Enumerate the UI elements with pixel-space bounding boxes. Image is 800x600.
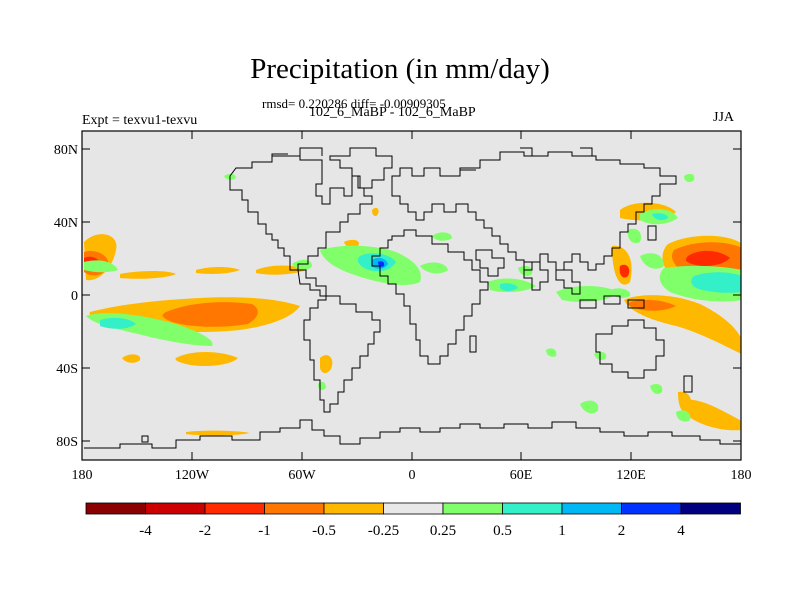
anomaly-southern-ocean-green xyxy=(676,410,691,422)
coastline-madagascar xyxy=(469,335,477,353)
anomaly-south-indian-ocean xyxy=(546,348,557,357)
colorbar-box xyxy=(323,502,384,515)
x-tick-label: 180 xyxy=(731,468,752,483)
coastline-small-island xyxy=(141,435,149,443)
anomaly-central-pacific-north-peak xyxy=(685,250,730,266)
y-tick-label: 80N xyxy=(54,143,78,158)
anomaly-east-africa-core xyxy=(500,283,518,291)
stats-text: rmsd= 0.220286 diff= -0.00909305 xyxy=(262,96,446,111)
x-tick-label: 180 xyxy=(72,468,93,483)
plot-background xyxy=(82,131,741,460)
colorbar-label: -2 xyxy=(199,523,212,539)
anomaly-south-pacific-small xyxy=(122,354,141,363)
anomaly-mid-pacific-south xyxy=(728,334,741,346)
anomaly-sahel xyxy=(420,262,448,274)
colorbar-label: 2 xyxy=(618,523,626,539)
coastline-south-america xyxy=(303,295,381,413)
colorbar-box xyxy=(442,502,503,515)
colorbar-box xyxy=(502,502,563,515)
figure-title: Precipitation (in mm/day) xyxy=(250,53,550,85)
colorbar-box xyxy=(264,502,325,515)
colorbar-box xyxy=(204,502,265,515)
season-label: JJA xyxy=(713,110,735,125)
colorbar-label: 1 xyxy=(558,523,566,539)
coastline-australia xyxy=(595,319,665,379)
anomaly-west-pacific-north-core xyxy=(652,213,668,221)
coastline-se-asia xyxy=(555,269,581,295)
colorbar-label: -1 xyxy=(258,523,271,539)
colorbar-label: 0.5 xyxy=(493,523,512,539)
anomaly-southern-indian xyxy=(580,400,599,414)
anomaly-west-africa-max xyxy=(378,261,385,267)
precip-field xyxy=(84,173,741,436)
anomaly-north-pacific-far-east xyxy=(684,173,695,183)
colorbar-box xyxy=(85,502,146,515)
anomaly-southern-ocean xyxy=(186,430,250,436)
colorbar-label: -4 xyxy=(139,523,152,539)
x-tick-label: 0 xyxy=(409,468,416,483)
coastline-antarctica xyxy=(84,419,741,449)
colorbar-box xyxy=(621,502,682,515)
coastline-arabia xyxy=(475,249,505,277)
anomaly-central-pacific-cyan xyxy=(691,272,741,293)
colorbar-box xyxy=(561,502,622,515)
coastline-arctic-islands xyxy=(271,147,323,162)
anomaly-south-pacific-mid xyxy=(175,352,238,366)
x-tick-labels: 180 120W 60W 0 60E 120E 180 xyxy=(72,468,752,483)
y-tick-label: 40N xyxy=(54,216,78,231)
anomaly-west-pacific-peak xyxy=(619,264,630,278)
colorbar-box xyxy=(383,502,444,515)
x-tick-label: 120E xyxy=(616,468,646,483)
experiment-subtitle: 102_6_MaBP - 102_6_MaBP xyxy=(309,105,476,120)
anomaly-maritime-continent xyxy=(627,228,642,244)
anomaly-south-pacific-core xyxy=(162,302,258,327)
colorbar-labels: -4 -2 -1 -0.5 -0.25 0.25 0.5 1 2 4 xyxy=(139,523,685,539)
anomaly-pac-equatorial xyxy=(84,260,118,273)
y-tick-label: 0 xyxy=(71,289,78,304)
coastline-arctic-siberia xyxy=(459,147,593,176)
colorbar xyxy=(85,502,741,515)
anomaly-pac-itcz-east xyxy=(256,265,306,275)
coastline-japan xyxy=(647,225,657,241)
y-tick-label: 40S xyxy=(56,362,78,377)
coastline-india xyxy=(523,261,549,291)
experiment-label: Expt = texvu1-texvu xyxy=(82,113,198,128)
coastline-greenland xyxy=(329,147,393,189)
anomaly-north-atlantic xyxy=(432,232,452,241)
x-tick-label: 60E xyxy=(510,468,533,483)
coastline-africa xyxy=(371,229,489,365)
x-tick-label: 120W xyxy=(175,468,210,483)
colorbar-label: 4 xyxy=(677,523,685,539)
colorbar-label: -0.5 xyxy=(312,523,336,539)
colorbar-label: 0.25 xyxy=(430,523,456,539)
anomaly-south-pacific-positive-core xyxy=(100,317,136,329)
colorbar-box xyxy=(680,502,741,515)
coastline-north-america xyxy=(229,155,373,271)
anomaly-philippine-sea xyxy=(640,253,664,269)
anomaly-pac-itcz-mid xyxy=(196,267,240,274)
anomaly-atlantic-south xyxy=(320,355,333,374)
colorbar-box xyxy=(145,502,206,515)
anomaly-pac-itcz-west xyxy=(120,271,176,279)
anomaly-atlantic-tropics xyxy=(292,259,312,271)
coastline-indonesia xyxy=(579,295,645,309)
colorbar-label: -0.25 xyxy=(368,523,399,539)
anomaly-atlantic-north xyxy=(344,239,359,248)
anomaly-arabian-sea xyxy=(518,266,533,276)
coastline-eurasia-north xyxy=(391,151,677,271)
anomaly-southern-ocean-east xyxy=(681,399,741,431)
anomaly-atlantic-north-2 xyxy=(372,207,379,217)
coastlines xyxy=(84,147,741,449)
anomaly-australia-south xyxy=(650,384,663,394)
coastline-new-zealand xyxy=(683,375,693,393)
x-tick-label: 60W xyxy=(288,468,316,483)
y-tick-label: 80S xyxy=(56,435,78,450)
y-tick-labels: 80N 40N 0 40S 80S xyxy=(54,143,78,450)
axis-ticks xyxy=(81,131,742,460)
